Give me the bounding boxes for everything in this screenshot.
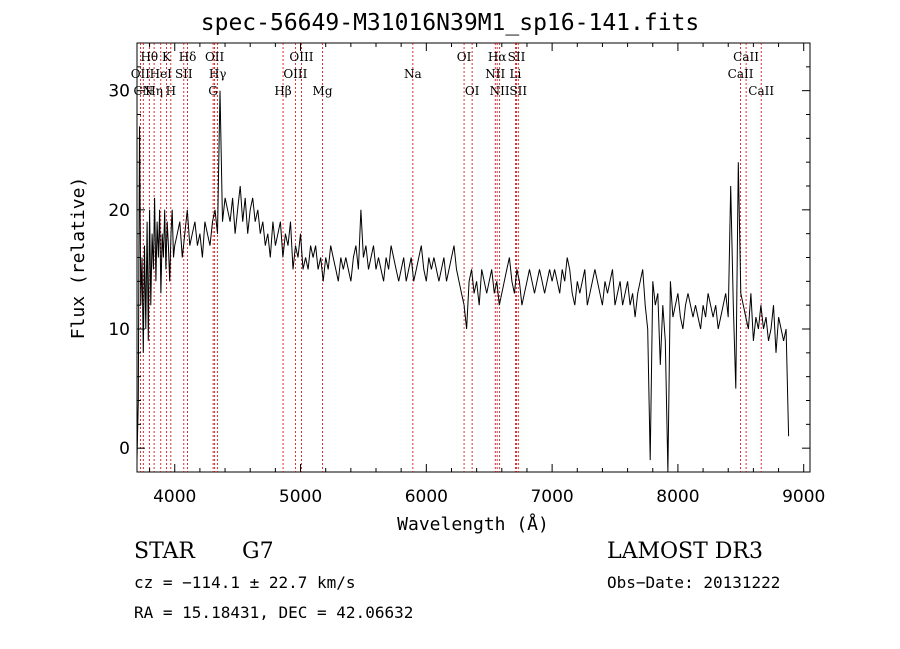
y-tick-label: 20 bbox=[108, 201, 130, 221]
survey-name: LAMOST DR3 bbox=[607, 539, 763, 564]
y-axis-ticks: 0 10 20 30 bbox=[108, 66, 810, 459]
spectral-line-label: CaII bbox=[728, 67, 754, 81]
spectral-line-markers bbox=[139, 43, 762, 472]
spectral-line-label: NII bbox=[485, 67, 505, 81]
spectral-line-label: Na bbox=[404, 67, 422, 81]
x-axis-ticks: 4000 5000 6000 7000 8000 9000 bbox=[149, 43, 825, 507]
y-axis-title: Flux (relative) bbox=[68, 177, 89, 340]
spectrum-line bbox=[136, 90, 790, 473]
observation-date: Obs−Date: 20131222 bbox=[607, 573, 781, 592]
x-tick-label: 5000 bbox=[279, 487, 322, 507]
spectral-line-label: SII bbox=[508, 50, 526, 64]
spectral-line-label: SII bbox=[175, 67, 193, 81]
x-tick-label: 4000 bbox=[153, 487, 196, 507]
chart-title: spec-56649-M31016N39M1_sp16-141.fits bbox=[200, 10, 700, 36]
coordinates: RA = 15.18431, DEC = 42.06632 bbox=[134, 603, 414, 622]
spectral-line-label: OI bbox=[465, 84, 480, 98]
spectral-line-label: OI bbox=[457, 50, 472, 64]
object-type: STAR bbox=[134, 539, 195, 564]
spectral-line-label: HeI bbox=[150, 67, 173, 81]
x-axis-title: Wavelength (Å) bbox=[397, 513, 549, 535]
spectral-line-label: Hγ bbox=[209, 67, 227, 81]
spectral-line-label: OII bbox=[131, 67, 151, 81]
y-tick-label: 0 bbox=[119, 439, 130, 459]
spectral-line-label: SII bbox=[509, 84, 527, 98]
spectral-line-label: OII bbox=[205, 50, 225, 64]
spectral-line-label: CaII bbox=[733, 50, 759, 64]
spectral-line-label: OIII bbox=[283, 67, 307, 81]
spectral-line-label: Hδ bbox=[179, 50, 197, 64]
spectral-line-label: Hη bbox=[145, 84, 163, 98]
spectral-line-label: Mg bbox=[313, 84, 333, 98]
spectral-line-label: Hθ bbox=[140, 50, 158, 64]
spectral-line-label: Hβ bbox=[274, 84, 291, 98]
redshift-velocity: cz = −114.1 ± 22.7 km/s bbox=[134, 573, 356, 592]
y-tick-label: 10 bbox=[108, 320, 130, 340]
spectral-line-label: CaII bbox=[748, 84, 774, 98]
spectral-line-label: K bbox=[162, 50, 172, 64]
x-tick-label: 7000 bbox=[530, 487, 573, 507]
spectral-line-label: Hα bbox=[488, 50, 507, 64]
x-tick-label: 9000 bbox=[782, 487, 825, 507]
spectral-line-label: G bbox=[208, 84, 218, 98]
plot-frame bbox=[136, 42, 811, 473]
x-tick-label: 8000 bbox=[656, 487, 699, 507]
spectral-line-label: Li bbox=[509, 67, 521, 81]
y-tick-label: 30 bbox=[108, 82, 130, 102]
spectral-line-label: OIII bbox=[289, 50, 313, 64]
spectral-line-label: H bbox=[166, 84, 176, 98]
spectral-subclass: G7 bbox=[242, 539, 274, 564]
spectral-line-label: NII bbox=[490, 84, 510, 98]
x-tick-label: 6000 bbox=[405, 487, 448, 507]
